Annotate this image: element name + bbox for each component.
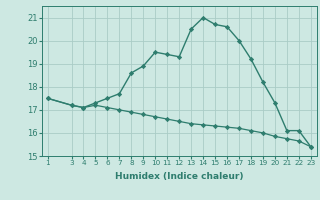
X-axis label: Humidex (Indice chaleur): Humidex (Indice chaleur) bbox=[115, 172, 244, 181]
